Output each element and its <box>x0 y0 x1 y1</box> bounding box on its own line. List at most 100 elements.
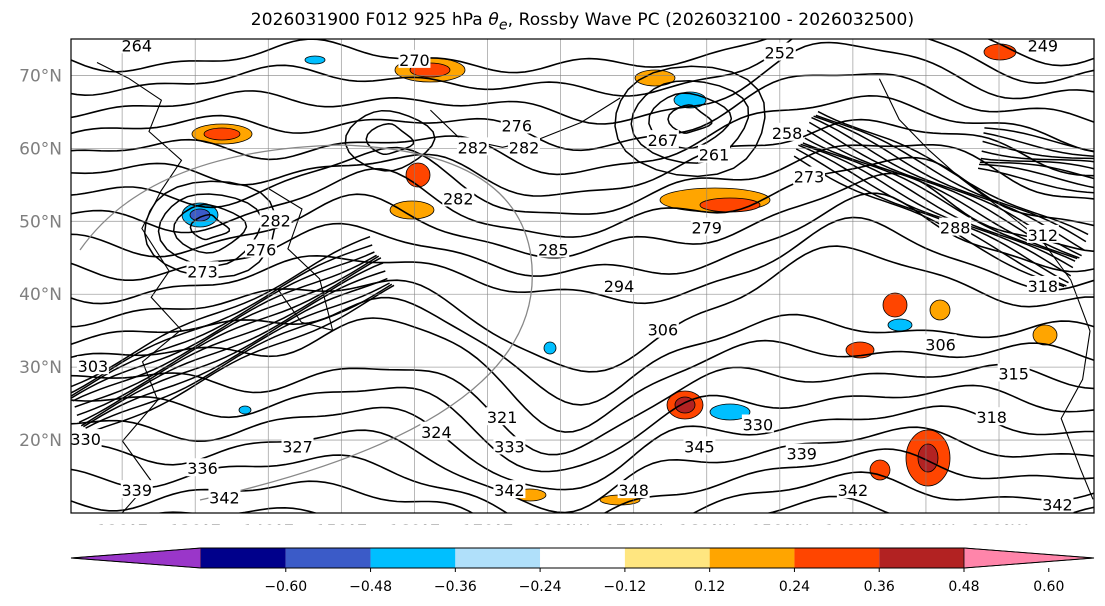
colorbar-tick-label: 0.60 <box>1033 579 1064 595</box>
colorbar-extend-high <box>963 547 1095 569</box>
theta-e-contour <box>143 180 276 279</box>
contour-label: 249 <box>1028 36 1059 55</box>
theta-e-contour <box>71 426 1094 513</box>
theta-e-contour <box>817 110 1089 236</box>
map-panel: 264 270 252 249 276 282 282 267 261 258 273 282 282 2… <box>19 36 1095 525</box>
theta-e-contour <box>74 257 382 408</box>
anomaly-patch <box>238 405 252 415</box>
theta-e-contour <box>71 244 373 394</box>
contour-label: 312 <box>1028 226 1059 245</box>
contour-label: 294 <box>604 277 635 296</box>
anomaly-patch <box>1032 324 1058 346</box>
theta-e-contour <box>87 284 395 434</box>
colorbar-tick-label: 0.12 <box>694 579 725 595</box>
theta-e-contour <box>157 193 262 267</box>
colorbar-tick-label: −0.60 <box>264 579 307 595</box>
theta-e-contour <box>71 363 1094 456</box>
contour-label-bg <box>244 239 277 258</box>
theta-e-contour <box>804 137 1076 262</box>
contour-label-bg <box>690 217 723 236</box>
title-suffix: , Rossby Wave PC (2026032100 - 202603250… <box>507 10 915 30</box>
theta-e-contour <box>614 65 766 178</box>
coastline <box>268 188 334 332</box>
contour-label-bg <box>456 137 489 156</box>
theta-e-contour <box>71 118 1094 197</box>
theta-e-contour <box>71 216 1094 305</box>
colorbar-box <box>455 548 541 568</box>
lat-tick-label: 20°N <box>19 431 62 451</box>
map-title: 2026031900 F012 925 hPa θe, Rossby Wave … <box>0 10 1105 33</box>
contour-label-bg <box>683 436 716 455</box>
contour-label-bg <box>1026 275 1059 294</box>
colorbar-tick-label: 0.48 <box>948 579 979 595</box>
theta-e-contour <box>344 109 436 172</box>
contour-label: 276 <box>246 240 277 259</box>
contour-label-bg <box>120 39 153 54</box>
lon-tick-label: 130°W <box>897 522 955 525</box>
theta-e-contour <box>815 114 1087 243</box>
colorbar-tick-label: 0.36 <box>864 579 895 595</box>
coastlines <box>96 62 1094 513</box>
theta-e-contour <box>71 235 371 388</box>
contour-label-bg <box>281 436 314 455</box>
colorbar-box <box>285 548 371 568</box>
contour-label-bg <box>186 261 219 280</box>
theta-e-contour <box>978 163 1094 189</box>
contour-labels: 264 270 252 249 276 282 282 267 261 258 273 282 282 2… <box>71 36 1074 513</box>
theta-e-contour <box>983 132 1094 157</box>
anomaly-patch <box>929 299 951 321</box>
anomaly-patch <box>983 43 1017 61</box>
lat-tick-label: 70°N <box>19 66 62 86</box>
theta-e-contour <box>71 172 1094 259</box>
lon-tick-label: 160°W <box>678 522 736 525</box>
contour-label: 273 <box>794 168 825 187</box>
contour-label-bg <box>741 414 774 433</box>
colorbar-box <box>540 548 625 568</box>
colorbar-box <box>624 548 710 568</box>
theta-e-contour <box>802 142 1074 269</box>
contour-label-bg <box>420 421 453 440</box>
lat-tick-label: 60°N <box>19 139 62 159</box>
contour-label-bg <box>698 144 731 163</box>
contour-label: 327 <box>282 437 313 456</box>
theta-e-contour <box>71 94 1094 176</box>
lat-tick-label: 30°N <box>19 358 62 378</box>
colorbar-tick-label: −0.24 <box>519 579 562 595</box>
theta-e-contour <box>365 122 415 156</box>
contour-label: 345 <box>684 437 715 456</box>
anomaly-patch <box>543 341 557 355</box>
lon-tick-label: 120°E <box>96 522 148 525</box>
contour-label: 288 <box>940 219 971 238</box>
contour-label: 342 <box>838 481 869 500</box>
theta-e-contour <box>982 140 1094 160</box>
contour-label-bg <box>537 239 570 258</box>
colorbar-box <box>879 548 964 568</box>
theta-e-contour <box>85 283 393 429</box>
contour-label: 258 <box>772 124 803 143</box>
colorbar-extend-low <box>70 547 202 569</box>
contour-label-bg <box>120 480 153 499</box>
contour-label-bg <box>646 130 679 149</box>
contour-label: 252 <box>765 44 796 63</box>
theta-e-contour <box>71 72 1094 152</box>
contour-label: 270 <box>399 51 430 70</box>
contour-label: 273 <box>187 262 218 281</box>
contour-label: 306 <box>648 321 679 340</box>
contour-label: 315 <box>998 364 1029 383</box>
contour-label-bg <box>793 166 826 185</box>
theta-e-contour <box>83 282 390 428</box>
theta-e-contour <box>984 127 1094 153</box>
contour-label: 336 <box>187 459 218 478</box>
theta-e-contour <box>71 39 1094 97</box>
contour-label: 324 <box>421 423 452 442</box>
contour-label: 330 <box>743 415 774 434</box>
lon-tick-label: 180°W <box>532 522 590 525</box>
theta-e-contour <box>172 203 248 254</box>
colorbar-outline <box>70 547 1095 569</box>
anomaly-patch <box>917 443 939 473</box>
theta-e-contour <box>981 150 1094 163</box>
theta-e-contour <box>71 245 1094 373</box>
contour-label-bg <box>186 458 219 477</box>
contour-label: 282 <box>458 138 489 157</box>
colorbar-tick-label: −0.12 <box>603 579 646 595</box>
